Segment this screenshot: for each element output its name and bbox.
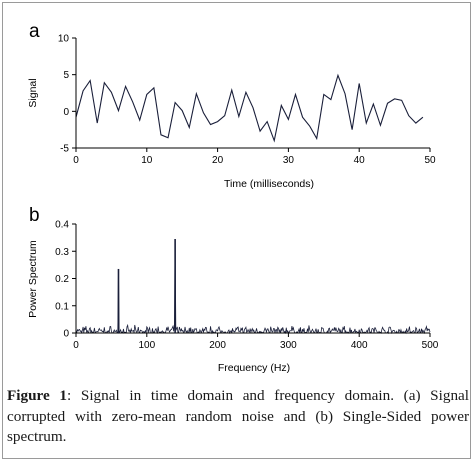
b-x-tick-label: 100 <box>138 340 155 351</box>
panel-a-signal-line <box>75 73 424 143</box>
a-y-tick-label: 10 <box>58 34 70 45</box>
figure-frame <box>2 2 471 459</box>
panel-a-y-ticks: -5 0 5 10 <box>58 34 76 155</box>
a-x-tick-label: 20 <box>212 155 224 166</box>
panel-a-chart: a -5 0 5 10 0 10 20 30 40 50 Time (milliseconds)… <box>27 21 436 190</box>
panel-a-letter: a <box>29 21 40 42</box>
panel-b-y-ticks: 0 0.1 0.2 0.3 0.4 <box>55 220 76 340</box>
b-x-tick-label: 500 <box>422 340 439 351</box>
panel-b-letter: b <box>29 205 40 226</box>
b-x-tick-label: 200 <box>209 340 226 351</box>
b-x-tick-label: 400 <box>351 340 368 351</box>
panel-b-x-label: Frequency (Hz) <box>218 362 290 374</box>
panel-b-x-ticks: 0 100 200 300 400 500 <box>73 333 439 351</box>
a-y-tick-label: -5 <box>60 144 69 155</box>
a-x-tick-label: 50 <box>424 155 436 166</box>
figure-caption: Figure 1: Signal in time domain and freq… <box>7 386 469 448</box>
a-x-tick-label: 40 <box>354 155 366 166</box>
b-x-tick-label: 0 <box>73 340 79 351</box>
caption-label: Figure 1 <box>7 387 67 404</box>
b-y-tick-label: 0.3 <box>55 247 69 258</box>
b-y-tick-label: 0.2 <box>55 274 69 285</box>
panel-a-x-ticks: 0 10 20 30 40 50 <box>73 148 436 166</box>
b-x-tick-label: 300 <box>280 340 297 351</box>
a-x-tick-label: 10 <box>141 155 153 166</box>
panel-a-y-label: Signal <box>27 78 39 107</box>
b-y-tick-label: 0.1 <box>55 301 69 312</box>
caption-text: : Signal in time domain and frequency do… <box>7 387 469 445</box>
a-x-tick-label: 0 <box>73 155 79 166</box>
a-y-tick-label: 0 <box>63 107 69 118</box>
panel-b-chart: b 0 0.1 0.2 0.3 0.4 0 100 200 300 400 500 Frequen… <box>27 205 439 374</box>
b-y-tick-label: 0.4 <box>55 220 69 231</box>
panel-a-x-label: Time (milliseconds) <box>224 178 314 190</box>
panel-b-spectrum-line <box>75 238 431 335</box>
a-x-tick-label: 30 <box>283 155 295 166</box>
panel-b-y-label: Power Spectrum <box>27 240 39 318</box>
b-y-tick-label: 0 <box>63 329 69 340</box>
a-y-tick-label: 5 <box>63 70 69 81</box>
